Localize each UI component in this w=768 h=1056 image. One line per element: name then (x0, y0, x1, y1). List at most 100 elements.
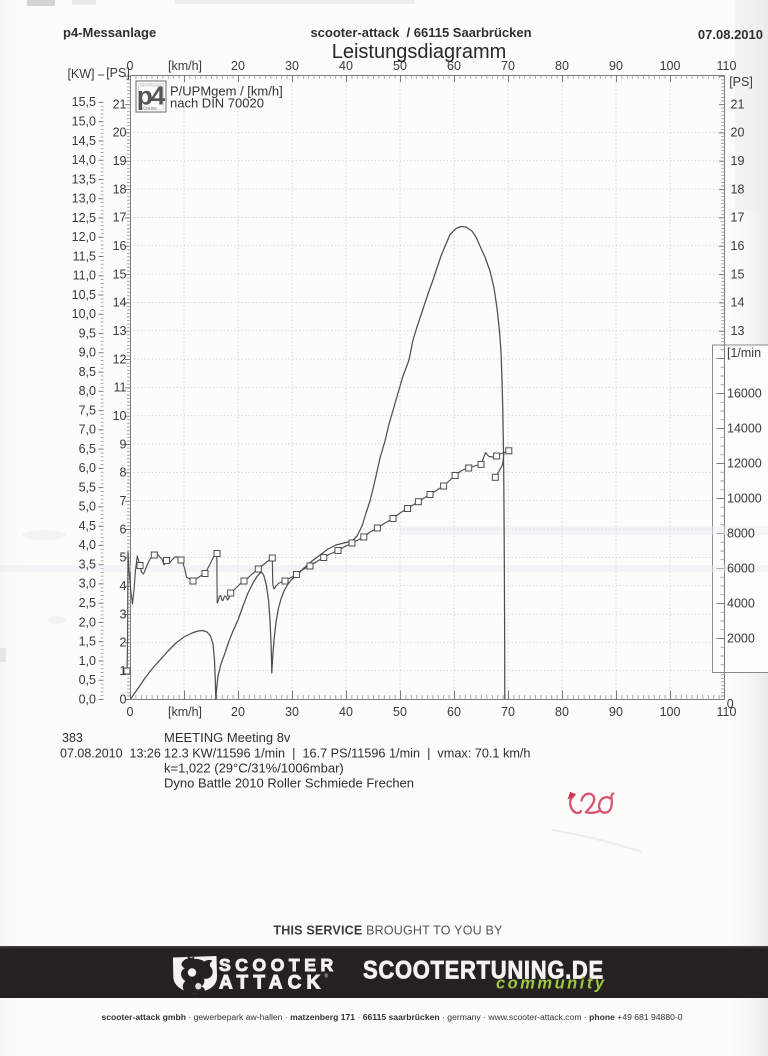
svg-text:8000: 8000 (727, 526, 755, 540)
svg-text:0: 0 (727, 697, 734, 711)
svg-text:2,0: 2,0 (79, 615, 96, 629)
svg-text:40: 40 (339, 59, 353, 73)
svg-text:7,0: 7,0 (79, 423, 96, 437)
svg-text:5: 5 (120, 551, 127, 565)
svg-text:5,0: 5,0 (79, 500, 96, 514)
svg-text:1: 1 (120, 664, 127, 678)
svg-text:Dyno Battle 2010 Roller Schmie: Dyno Battle 2010 Roller Schmiede Frechen (164, 776, 414, 791)
svg-text:17: 17 (731, 211, 745, 225)
svg-text:110: 110 (717, 705, 737, 719)
svg-text:9,0: 9,0 (79, 346, 96, 360)
svg-text:4,5: 4,5 (79, 519, 96, 533)
svg-text:50: 50 (393, 59, 407, 73)
svg-text:6,5: 6,5 (79, 442, 96, 456)
svg-text:20: 20 (231, 705, 245, 719)
svg-text:4: 4 (120, 579, 127, 593)
svg-text:13,0: 13,0 (72, 192, 96, 206)
svg-text:14,5: 14,5 (72, 134, 96, 148)
svg-text:®: ® (325, 973, 329, 980)
svg-text:07.08.2010 13:26: 07.08.2010 13:26 (60, 747, 161, 761)
svg-text:383: 383 (62, 731, 83, 745)
svg-text:80: 80 (555, 705, 569, 719)
svg-text:6: 6 (120, 522, 127, 536)
svg-text:17: 17 (113, 211, 127, 225)
svg-text:4,0: 4,0 (79, 538, 96, 552)
svg-text:14: 14 (731, 296, 745, 310)
svg-text:2: 2 (120, 636, 127, 650)
svg-text:10,0: 10,0 (72, 307, 96, 321)
svg-text:20: 20 (231, 59, 245, 73)
svg-text:15: 15 (113, 267, 127, 281)
svg-text:k=1,022 (29°C/31%/1006mbar): k=1,022 (29°C/31%/1006mbar) (164, 761, 344, 776)
svg-text:60: 60 (447, 705, 461, 719)
svg-text:3: 3 (120, 607, 127, 621)
svg-text:9,5: 9,5 (79, 326, 96, 340)
svg-text:100: 100 (660, 705, 681, 719)
svg-text:6000: 6000 (727, 561, 755, 575)
svg-text:14: 14 (113, 296, 127, 310)
svg-text:70: 70 (501, 59, 515, 73)
svg-text:ATTACK: ATTACK (219, 972, 325, 993)
svg-text:community: community (496, 975, 607, 993)
svg-text:14,0: 14,0 (72, 153, 96, 167)
svg-text:21: 21 (731, 97, 745, 111)
svg-text:12,5: 12,5 (72, 211, 96, 225)
svg-text:3,5: 3,5 (79, 558, 96, 572)
svg-text:MESSTECHNIK: MESSTECHNIK (140, 83, 162, 87)
svg-text:11,5: 11,5 (73, 249, 96, 263)
svg-text:0: 0 (127, 59, 134, 73)
svg-text:1,5: 1,5 (79, 635, 96, 649)
svg-text:70: 70 (501, 705, 515, 719)
svg-text:p4-Messanlage: p4-Messanlage (63, 25, 156, 40)
svg-text:0,0: 0,0 (79, 692, 96, 706)
svg-text:13,5: 13,5 (72, 172, 96, 186)
svg-text:13: 13 (113, 324, 127, 338)
svg-text:12000: 12000 (727, 456, 762, 470)
svg-text:8,0: 8,0 (79, 384, 96, 398)
svg-text:0: 0 (120, 692, 127, 706)
svg-text:[km/h]: [km/h] (168, 59, 202, 73)
svg-text:16: 16 (113, 239, 127, 253)
svg-text:9: 9 (120, 437, 127, 451)
svg-text:100: 100 (660, 59, 681, 73)
svg-text:3,0: 3,0 (79, 577, 96, 591)
svg-text:5,5: 5,5 (79, 480, 96, 494)
svg-text:18: 18 (731, 182, 745, 196)
svg-text:scooter-attack gmbh · gewerbep: scooter-attack gmbh · gewerbepark aw-hal… (101, 1012, 682, 1022)
svg-text:13: 13 (731, 324, 745, 338)
svg-text:8,5: 8,5 (79, 365, 96, 379)
svg-text:Leistungsdiagramm: Leistungsdiagramm (332, 41, 507, 63)
svg-text:2000: 2000 (727, 631, 755, 645)
svg-text:14000: 14000 (727, 421, 762, 435)
svg-text:60: 60 (447, 59, 461, 73)
svg-text:19: 19 (731, 154, 745, 168)
svg-text:110: 110 (717, 59, 737, 73)
svg-text:30: 30 (285, 59, 299, 73)
svg-text:80: 80 (555, 59, 569, 73)
svg-text:4000: 4000 (727, 596, 755, 610)
svg-text:18: 18 (113, 182, 127, 196)
svg-text:90: 90 (609, 59, 623, 73)
svg-text:[KW]: [KW] (67, 67, 94, 81)
svg-text:SCOOTERTUNING.DE: SCOOTERTUNING.DE (363, 956, 604, 984)
svg-text:0: 0 (127, 705, 134, 719)
svg-text:15: 15 (731, 267, 745, 281)
svg-text:[km/h]: [km/h] (168, 705, 202, 719)
svg-text:1,0: 1,0 (79, 654, 96, 668)
svg-text:10,5: 10,5 (72, 288, 96, 302)
svg-text:OnLine: OnLine (143, 106, 157, 111)
svg-text:20: 20 (731, 126, 745, 140)
svg-text:[PS]: [PS] (106, 66, 130, 80)
svg-text:[1/min: [1/min (727, 346, 761, 360)
svg-text:90: 90 (609, 705, 623, 719)
svg-text:SCOOTER: SCOOTER (219, 955, 338, 975)
svg-text:MEETING Meeting 8v: MEETING Meeting 8v (164, 730, 291, 745)
svg-text:20: 20 (113, 126, 127, 140)
svg-text:0,5: 0,5 (79, 673, 96, 687)
svg-text:16: 16 (731, 239, 745, 253)
svg-text:[PS]: [PS] (729, 75, 753, 89)
svg-text:11: 11 (114, 381, 127, 395)
svg-text:scooter-attack / 66115 Saarbr: scooter-attack / 66115 Saarbrücken (310, 25, 531, 40)
svg-text:15,0: 15,0 (72, 115, 96, 129)
svg-text:7,5: 7,5 (79, 403, 96, 417)
